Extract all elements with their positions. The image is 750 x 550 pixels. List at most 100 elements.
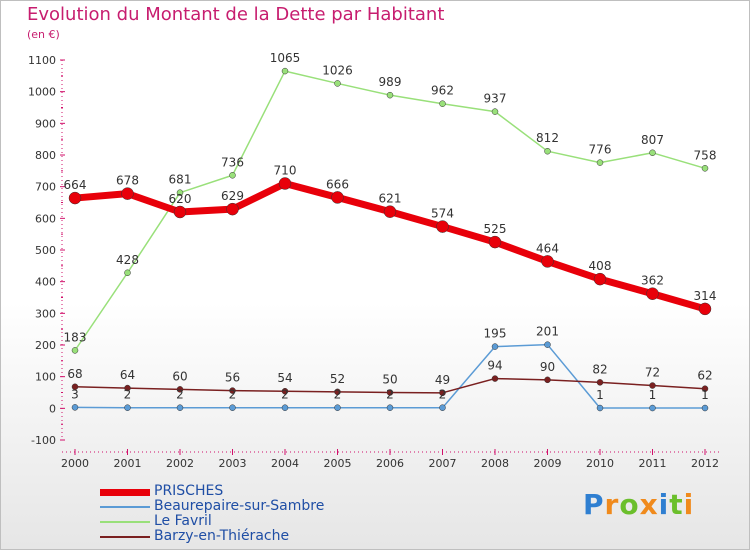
data-point: [649, 382, 656, 389]
data-point: [176, 404, 184, 411]
data-point: [71, 347, 79, 354]
data-label: 664: [64, 178, 87, 192]
data-point: [383, 205, 397, 218]
data-label: 574: [431, 207, 454, 221]
x-tick-label: 2011: [639, 457, 667, 470]
data-label: 937: [484, 92, 507, 106]
data-point: [226, 202, 239, 216]
data-label: 758: [694, 148, 717, 162]
data-point: [701, 404, 709, 412]
data-point: [541, 255, 554, 268]
data-point: [176, 189, 184, 196]
data-label: 962: [431, 84, 454, 98]
y-tick-label: 600: [35, 212, 56, 225]
legend-label: PRISCHES: [154, 483, 224, 499]
x-tick-label: 2012: [691, 457, 719, 470]
data-point: [229, 172, 236, 179]
data-label: 989: [379, 75, 402, 89]
data-label: 3: [71, 387, 79, 401]
data-label: 807: [641, 133, 664, 147]
data-point: [281, 387, 289, 395]
data-label: 183: [64, 330, 87, 344]
data-point: [488, 235, 502, 249]
data-label: 736: [221, 155, 244, 169]
data-point: [596, 404, 604, 412]
data-label: 64: [120, 368, 135, 382]
data-point: [491, 375, 499, 382]
data-label: 710: [274, 164, 297, 178]
x-tick-label: 2002: [166, 457, 194, 470]
data-point: [124, 269, 131, 277]
data-point: [386, 404, 394, 411]
y-tick-label: 700: [35, 181, 56, 194]
data-point: [121, 187, 134, 200]
y-tick-label: 1000: [28, 86, 56, 99]
data-point: [124, 384, 131, 392]
data-label: 1: [649, 388, 657, 402]
data-point: [649, 149, 656, 157]
data-label: 52: [330, 372, 345, 386]
data-point: [436, 220, 449, 233]
legend-item: Beaurepaire-sur-Sambre: [100, 498, 400, 514]
data-label: 629: [221, 189, 244, 203]
data-label: 408: [589, 259, 612, 273]
y-tick-label: -100: [31, 434, 56, 447]
data-point: [596, 159, 604, 166]
y-tick-label: 200: [35, 339, 56, 352]
legend-item: Le Favril: [100, 513, 400, 529]
data-label: 68: [67, 367, 82, 381]
data-label: 666: [326, 177, 349, 191]
data-point: [124, 404, 131, 411]
data-label: 54: [277, 371, 292, 385]
y-tick-label: 800: [35, 149, 56, 162]
chart-subtitle: (en €): [27, 28, 60, 41]
logo-letter: i: [683, 488, 695, 521]
legend-item: Barzy-en-Thiérache: [100, 528, 400, 544]
data-point: [544, 147, 551, 155]
data-point: [71, 383, 79, 391]
data-point: [701, 165, 709, 172]
data-label: 2: [386, 388, 394, 402]
data-point: [281, 404, 289, 411]
x-tick-label: 2006: [376, 457, 404, 470]
data-point: [596, 379, 604, 386]
data-label: 314: [694, 289, 717, 303]
y-tick-label: 300: [35, 307, 56, 320]
data-point: [544, 376, 551, 384]
data-point: [281, 67, 289, 75]
data-point: [649, 404, 656, 412]
data-label: 201: [536, 325, 559, 339]
data-label: 681: [169, 173, 192, 187]
data-point: [68, 191, 82, 205]
data-label: 776: [589, 143, 612, 157]
data-point: [701, 385, 709, 392]
data-label: 1065: [270, 51, 301, 65]
data-label: 56: [225, 371, 240, 385]
data-label: 1: [596, 388, 604, 402]
data-point: [593, 272, 607, 286]
data-label: 621: [379, 192, 402, 206]
x-tick-label: 2010: [586, 457, 614, 470]
legend-label: Barzy-en-Thiérache: [154, 528, 290, 544]
data-point: [334, 404, 341, 411]
data-point: [698, 302, 712, 316]
logo-letter: P: [583, 488, 605, 521]
data-label: 94: [487, 359, 502, 373]
data-label: 2: [124, 388, 132, 402]
data-label: 428: [116, 253, 139, 267]
data-label: 72: [645, 366, 660, 380]
data-point: [176, 386, 184, 393]
data-label: 362: [641, 274, 664, 288]
logo-letter: t: [669, 488, 684, 521]
data-point: [229, 387, 236, 394]
chart-title: Evolution du Montant de la Dette par Hab…: [27, 4, 445, 25]
data-point: [278, 177, 292, 190]
data-label: 1026: [322, 63, 353, 77]
legend-label: Beaurepaire-sur-Sambre: [154, 498, 325, 514]
y-tick-label: 100: [35, 371, 56, 384]
x-tick-label: 2000: [61, 457, 89, 470]
legend-item: PRISCHES: [100, 483, 400, 499]
y-tick-label: 1100: [28, 54, 56, 67]
data-point: [334, 388, 341, 396]
data-label: 2: [281, 388, 289, 402]
